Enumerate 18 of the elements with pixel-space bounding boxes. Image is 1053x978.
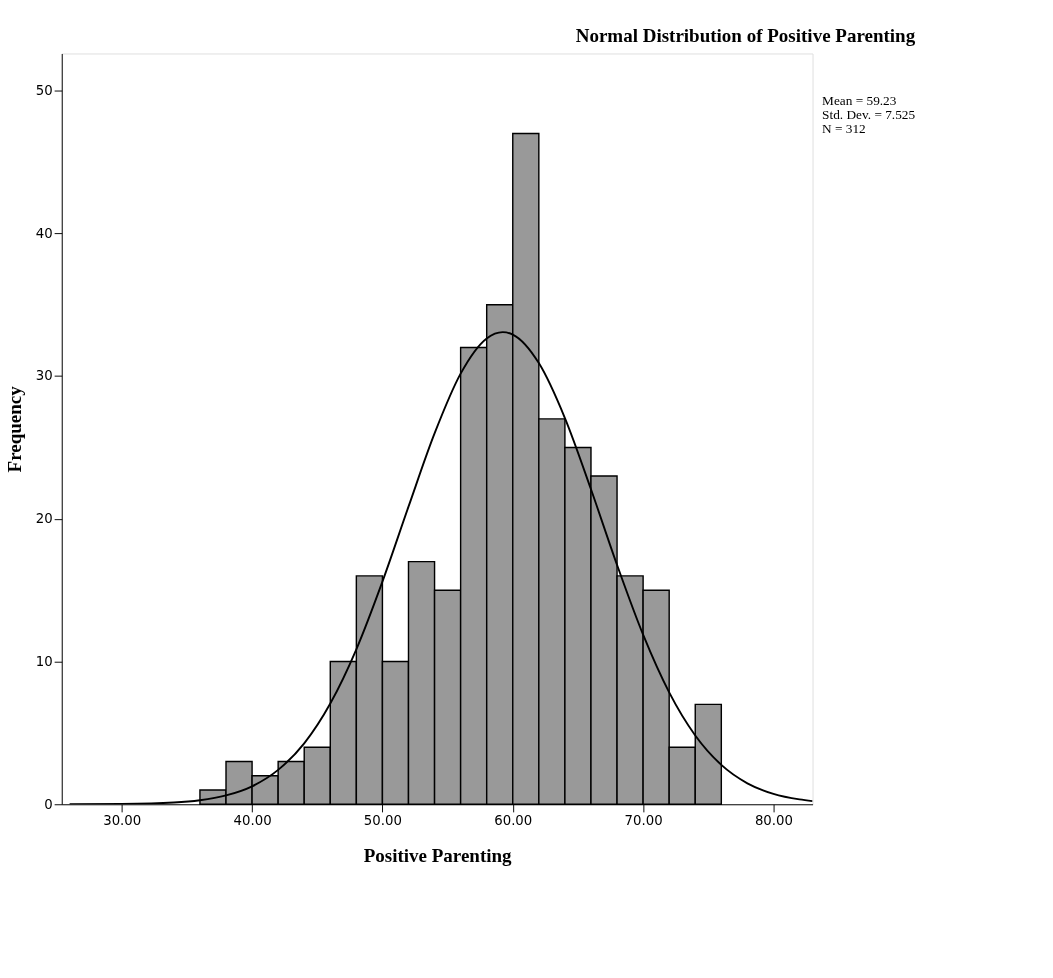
y-tick-label: 0 [44,796,53,812]
y-tick-label: 10 [35,653,53,669]
y-tick-label: 30 [35,368,53,384]
y-axis-title: Frequency [3,385,25,473]
y-tick-label: 50 [35,82,53,98]
x-tick-label: 50.00 [363,812,402,828]
x-tick-label: 70.00 [624,812,663,828]
chart-title: Normal Distribution of Positive Parenting [575,25,916,47]
text: Mean = 59.23 [822,92,897,108]
x-tick-label: 40.00 [233,812,272,828]
text: Std. Dev. = 7.525 [822,107,916,123]
x-tick-label: 30.00 [103,812,142,828]
y-tick-label: 40 [35,225,53,241]
x-axis-title: Positive Parenting [363,844,513,866]
x-tick-label: 60.00 [494,812,533,828]
x-tick-label: 80.00 [754,812,793,828]
text: N = 312 [822,121,866,137]
y-tick-label: 20 [35,511,53,527]
